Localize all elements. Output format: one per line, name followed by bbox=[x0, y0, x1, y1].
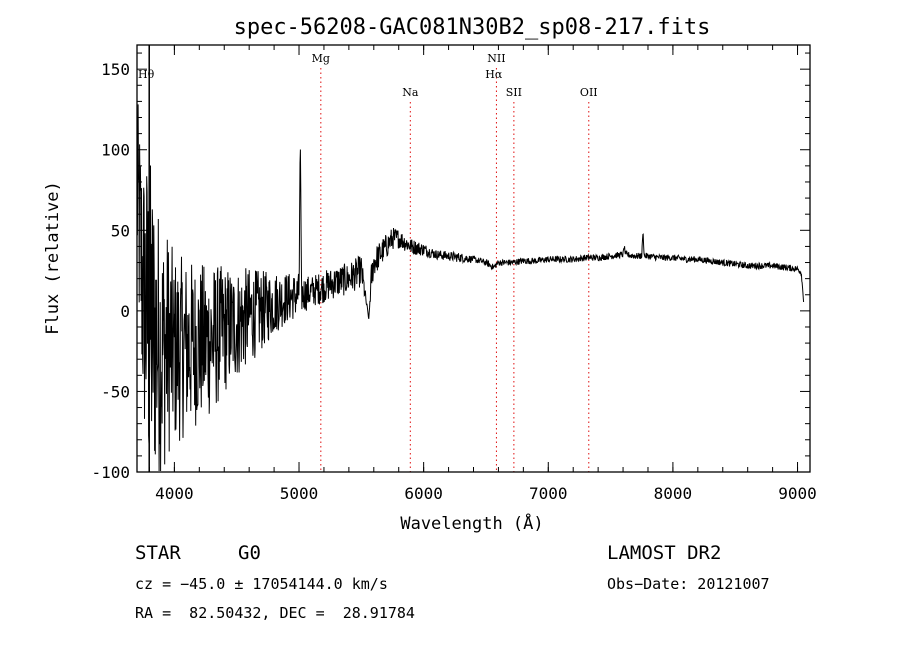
spectral-line-label: Hθ bbox=[138, 68, 155, 81]
y-tick-label: 100 bbox=[101, 141, 130, 160]
survey-name: LAMOST DR2 bbox=[607, 542, 722, 564]
spectrum-line bbox=[136, 104, 805, 472]
spectral-line-label: Hα bbox=[485, 68, 503, 81]
spectral-line-label: Na bbox=[402, 86, 419, 99]
y-axis-label: Flux (relative) bbox=[43, 181, 63, 335]
y-tick-label: -100 bbox=[91, 463, 130, 482]
spectral-line-label: SII bbox=[506, 86, 522, 99]
y-tick-label: 50 bbox=[111, 221, 130, 240]
x-tick-label: 4000 bbox=[155, 484, 194, 503]
x-tick-label: 5000 bbox=[280, 484, 319, 503]
spectral-line-label: Mg bbox=[312, 52, 330, 65]
object-class: STAR bbox=[135, 542, 181, 564]
chart-title: spec-56208-GAC081N30B2_sp08-217.fits bbox=[234, 15, 711, 40]
y-tick-label: 150 bbox=[101, 60, 130, 79]
observation-date: Obs−Date: 20121007 bbox=[607, 575, 770, 593]
coordinates: RA = 82.50432, DEC = 28.91784 bbox=[135, 604, 415, 622]
object-subclass: G0 bbox=[238, 542, 261, 564]
x-tick-label: 9000 bbox=[778, 484, 817, 503]
spectral-line-label: OII bbox=[580, 86, 598, 99]
plot-frame bbox=[136, 44, 811, 473]
x-tick-label: 7000 bbox=[529, 484, 568, 503]
y-tick-label: -50 bbox=[101, 382, 130, 401]
y-tick-label: 0 bbox=[120, 302, 130, 321]
axis-ticks: 4000 5000 6000 7000 8000 9000 -100 -50 0 50 100 150 bbox=[91, 45, 817, 503]
x-tick-label: 8000 bbox=[654, 484, 693, 503]
x-axis-label: Wavelength (Å) bbox=[400, 512, 543, 534]
redshift-velocity: cz = −45.0 ± 17054144.0 km/s bbox=[135, 575, 388, 593]
x-tick-label: 6000 bbox=[404, 484, 443, 503]
spectral-line-label: NII bbox=[487, 52, 505, 65]
